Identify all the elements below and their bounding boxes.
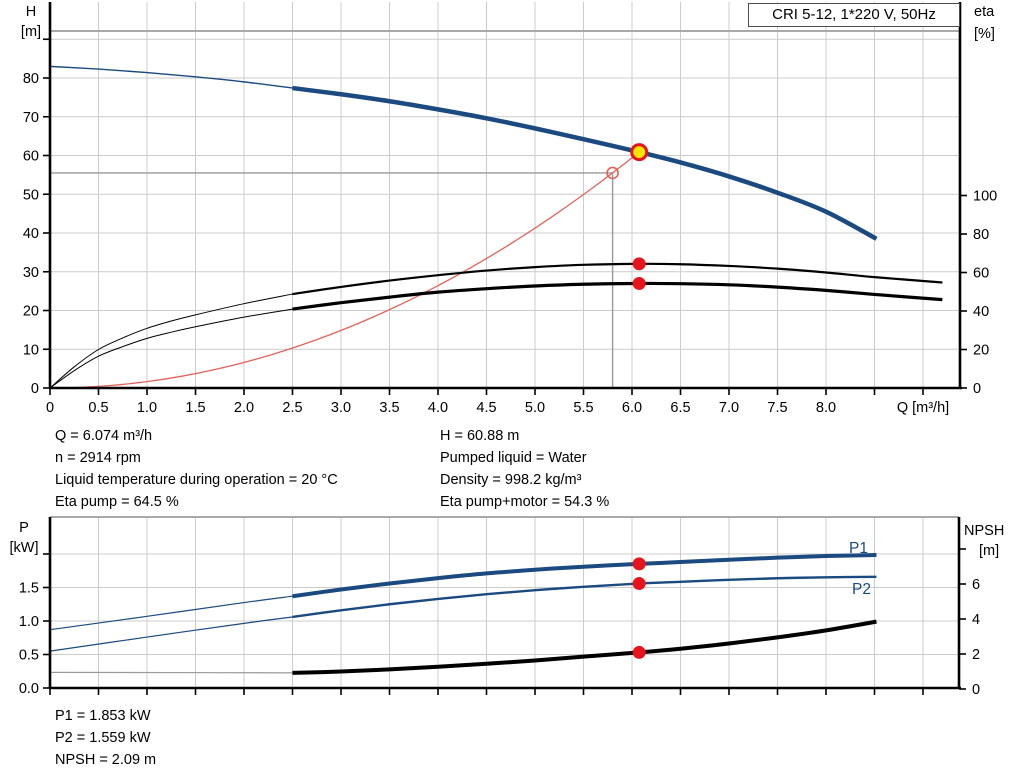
duty-point-dot bbox=[632, 257, 646, 271]
svg-text:4: 4 bbox=[972, 612, 980, 628]
p2-thin bbox=[49, 616, 293, 652]
svg-text:H: H bbox=[26, 4, 36, 20]
svg-text:6.0: 6.0 bbox=[622, 400, 642, 416]
svg-text:40: 40 bbox=[23, 226, 39, 242]
rated-point-marker bbox=[606, 166, 619, 180]
svg-text:P2: P2 bbox=[852, 581, 871, 598]
svg-text:eta: eta bbox=[974, 4, 995, 20]
p1-thin bbox=[49, 595, 293, 631]
info-density: Density = 998.2 kg/m³ bbox=[440, 472, 582, 488]
svg-text:80: 80 bbox=[23, 71, 39, 87]
svg-text:[%]: [%] bbox=[974, 26, 995, 42]
svg-text:0: 0 bbox=[31, 381, 39, 397]
p1-curve bbox=[292, 553, 877, 599]
duty-point-dot bbox=[632, 557, 646, 571]
qh-eta-chart: 0 0.5 1.0 1.5 2.0 2.5 3.0 3.5 4.0 4.5 5.0 5.5 6.0 6.5… bbox=[21, 2, 997, 416]
svg-text:6: 6 bbox=[972, 577, 980, 593]
svg-text:P: P bbox=[19, 520, 29, 536]
svg-text:60: 60 bbox=[23, 149, 39, 165]
result-p1: P1 = 1.853 kW bbox=[55, 708, 151, 724]
svg-text:100: 100 bbox=[973, 189, 997, 205]
svg-text:1.0: 1.0 bbox=[19, 614, 39, 630]
svg-text:0: 0 bbox=[972, 682, 980, 698]
svg-text:2: 2 bbox=[972, 647, 980, 663]
svg-text:10: 10 bbox=[23, 342, 39, 358]
qh-eta-chart-axes: 0 0.5 1.0 1.5 2.0 2.5 3.0 3.5 4.0 4.5 5.0 5.5 6.0 6.5… bbox=[21, 2, 997, 416]
pump-type-label: CRI 5-12, 1*220 V, 50Hz bbox=[748, 3, 960, 27]
svg-text:1.5: 1.5 bbox=[19, 581, 39, 597]
svg-text:0.0: 0.0 bbox=[19, 681, 39, 697]
svg-text:P1: P1 bbox=[849, 540, 868, 557]
power-npsh-chart-gridlines bbox=[50, 516, 959, 688]
duty-point-dot bbox=[632, 276, 646, 290]
duty-point-dot bbox=[632, 645, 646, 659]
svg-text:2.0: 2.0 bbox=[234, 400, 254, 416]
eta-pump-motor bbox=[292, 281, 943, 311]
system-curve bbox=[49, 151, 640, 389]
svg-text:0: 0 bbox=[46, 400, 54, 416]
qh-eta-chart-markers bbox=[606, 143, 649, 290]
svg-text:[m]: [m] bbox=[21, 24, 41, 40]
duty-crosshair bbox=[50, 172, 614, 388]
head-curve bbox=[292, 85, 878, 241]
svg-text:Q [m³/h]: Q [m³/h] bbox=[897, 400, 949, 416]
npsh-curve bbox=[292, 619, 877, 675]
info-flow: Q = 6.074 m³/h bbox=[55, 428, 153, 444]
svg-text:NPSH: NPSH bbox=[964, 523, 1004, 539]
svg-text:[kW]: [kW] bbox=[10, 540, 39, 556]
head-curve-thin bbox=[49, 65, 293, 89]
svg-text:3.0: 3.0 bbox=[331, 400, 351, 416]
info-speed: n = 2914 rpm bbox=[55, 450, 141, 466]
svg-text:7.0: 7.0 bbox=[719, 400, 739, 416]
power-npsh-chart-markers bbox=[632, 557, 646, 659]
svg-text:40: 40 bbox=[973, 304, 989, 320]
info-eta-pump-motor: Eta pump+motor = 54.3 % bbox=[440, 494, 610, 510]
npsh-thin bbox=[49, 671, 293, 674]
result-p2: P2 = 1.559 kW bbox=[55, 730, 151, 746]
svg-text:4.5: 4.5 bbox=[476, 400, 496, 416]
svg-text:5.0: 5.0 bbox=[525, 400, 545, 416]
power-npsh-chart-axes: 0.0 0.5 1.0 1.5 0 2 4 6 P [kW] NPSH [m] bbox=[10, 517, 1004, 698]
svg-text:20: 20 bbox=[23, 304, 39, 320]
svg-text:0: 0 bbox=[973, 381, 981, 397]
eta-pump bbox=[292, 262, 943, 296]
svg-text:6.5: 6.5 bbox=[670, 400, 690, 416]
svg-text:8.0: 8.0 bbox=[816, 400, 836, 416]
svg-text:80: 80 bbox=[973, 227, 989, 243]
svg-text:1.0: 1.0 bbox=[137, 400, 157, 416]
result-npsh: NPSH = 2.09 m bbox=[55, 752, 157, 768]
svg-text:70: 70 bbox=[23, 110, 39, 126]
svg-text:3.5: 3.5 bbox=[379, 400, 399, 416]
svg-text:5.5: 5.5 bbox=[573, 400, 593, 416]
svg-text:0.5: 0.5 bbox=[88, 400, 108, 416]
power-npsh-chart: 0.0 0.5 1.0 1.5 0 2 4 6 P [kW] NPSH [m] P1 P2 bbox=[10, 516, 1004, 698]
info-head: H = 60.88 m bbox=[440, 428, 520, 444]
info-liquid: Pumped liquid = Water bbox=[440, 450, 587, 466]
svg-text:7.5: 7.5 bbox=[767, 400, 787, 416]
info-eta-pump: Eta pump = 64.5 % bbox=[55, 494, 179, 510]
svg-text:0.5: 0.5 bbox=[19, 648, 39, 664]
svg-text:60: 60 bbox=[973, 266, 989, 282]
svg-text:[m]: [m] bbox=[979, 543, 999, 559]
svg-text:4.0: 4.0 bbox=[428, 400, 448, 416]
eta-pump-thin bbox=[49, 293, 293, 389]
info-temperature: Liquid temperature during operation = 20… bbox=[55, 472, 338, 488]
svg-text:20: 20 bbox=[973, 343, 989, 359]
svg-text:50: 50 bbox=[23, 187, 39, 203]
svg-text:30: 30 bbox=[23, 265, 39, 281]
svg-text:2.5: 2.5 bbox=[282, 400, 302, 416]
eta-pump-motor-thin bbox=[49, 308, 293, 389]
duty-point-marker bbox=[630, 143, 649, 162]
qh-eta-chart-gridlines bbox=[50, 2, 960, 388]
svg-text:1.5: 1.5 bbox=[185, 400, 205, 416]
p2-curve bbox=[292, 575, 877, 619]
duty-point-dot bbox=[632, 577, 646, 591]
